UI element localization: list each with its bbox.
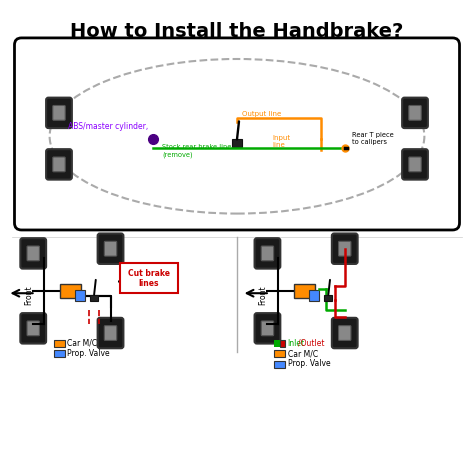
FancyBboxPatch shape [104, 326, 117, 340]
Bar [309, 291, 319, 301]
FancyBboxPatch shape [20, 313, 46, 344]
FancyBboxPatch shape [104, 241, 117, 256]
Text: Rear T piece
to calipers: Rear T piece to calipers [352, 132, 393, 145]
FancyBboxPatch shape [15, 38, 459, 230]
Text: Inlet: Inlet [288, 339, 305, 348]
FancyBboxPatch shape [120, 263, 178, 293]
FancyBboxPatch shape [261, 246, 273, 261]
Bar [75, 291, 85, 301]
Text: Prop. Valve: Prop. Valve [67, 349, 110, 358]
FancyBboxPatch shape [338, 241, 351, 256]
Bar [55, 350, 64, 357]
Text: Front: Front [24, 285, 33, 305]
Bar [274, 361, 285, 368]
Text: ABS/master cylinder,: ABS/master cylinder, [68, 122, 149, 131]
FancyBboxPatch shape [98, 234, 123, 264]
Text: Cut brake
lines: Cut brake lines [128, 269, 170, 288]
FancyBboxPatch shape [46, 98, 72, 128]
FancyBboxPatch shape [402, 98, 428, 128]
Text: Car M/C: Car M/C [288, 349, 318, 358]
Bar [294, 284, 316, 298]
FancyBboxPatch shape [46, 149, 72, 180]
Text: Prop. Valve: Prop. Valve [288, 359, 330, 368]
FancyBboxPatch shape [53, 157, 65, 172]
FancyBboxPatch shape [20, 238, 46, 269]
Text: /Outlet: /Outlet [298, 339, 324, 348]
FancyBboxPatch shape [332, 318, 357, 348]
FancyBboxPatch shape [53, 106, 65, 120]
Text: Stock rear brake line
(remove): Stock rear brake line (remove) [162, 145, 231, 158]
Bar [324, 295, 332, 301]
FancyBboxPatch shape [261, 321, 273, 336]
Bar [60, 284, 81, 298]
FancyBboxPatch shape [409, 106, 421, 120]
FancyBboxPatch shape [27, 246, 39, 261]
Bar [90, 295, 98, 301]
Text: Front: Front [258, 285, 267, 305]
Bar [232, 139, 242, 147]
FancyBboxPatch shape [27, 321, 39, 336]
FancyBboxPatch shape [338, 326, 351, 340]
Text: How to Install the Handbrake?: How to Install the Handbrake? [70, 21, 404, 40]
Bar [280, 340, 285, 347]
Text: Output line: Output line [242, 111, 281, 117]
Text: Car M/C: Car M/C [67, 339, 98, 348]
Bar [274, 350, 285, 357]
FancyBboxPatch shape [255, 313, 280, 344]
Bar [55, 340, 64, 347]
FancyBboxPatch shape [98, 318, 123, 348]
FancyBboxPatch shape [409, 157, 421, 172]
FancyBboxPatch shape [402, 149, 428, 180]
Text: Input
line: Input line [272, 135, 290, 147]
FancyBboxPatch shape [255, 238, 280, 269]
Bar [274, 340, 280, 347]
FancyBboxPatch shape [332, 234, 357, 264]
